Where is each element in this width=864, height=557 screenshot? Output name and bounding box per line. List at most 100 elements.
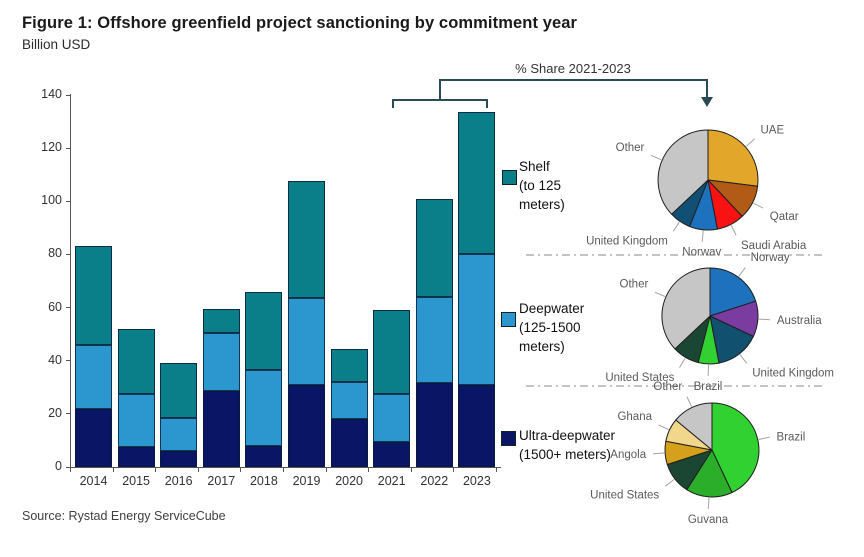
source-text: Source: Rystad Energy ServiceCube (22, 509, 226, 523)
pie3-leader-brazil (758, 436, 770, 440)
pie3-leader-united-states (665, 479, 675, 487)
pie2-label-united-kingdom: United Kingdom (752, 368, 834, 380)
bar-2015-ultra (117, 447, 155, 467)
legend-deepwater: Deepwater (125-1500 meters) (519, 299, 584, 356)
figure-title: Figure 1: Offshore greenfield project sa… (22, 14, 578, 32)
pie1-label-saudi-arabia: Saudi Arabia (741, 240, 807, 252)
x-tick-10 (496, 468, 497, 472)
pie1-slice-other (657, 129, 709, 215)
bar-2019-shelf (288, 181, 325, 299)
pie1-slice-uae (707, 129, 759, 187)
bar-2022-deepwater (415, 296, 453, 384)
y-tick-40 (66, 360, 70, 362)
x-tick-8 (410, 468, 412, 472)
pie2-leader-norway (738, 267, 746, 277)
legend-deepwater-line3: meters) (519, 339, 565, 354)
pie2-leader-united-states (679, 357, 686, 368)
bar-2014-deepwater (75, 344, 112, 409)
pie2-label-norway: Norway (751, 252, 790, 264)
pie1-label-other: Other (616, 142, 645, 154)
pie1-leader-united-kingdom (672, 221, 680, 232)
x-category-label-2018: 2018 (249, 474, 278, 488)
x-category-label-2020: 2020 (335, 474, 363, 488)
y-tick-label-20: 20 (48, 405, 62, 420)
pie1-leader-saudi-arabia (730, 225, 737, 236)
legend-shelf-line1: Shelf (519, 159, 550, 174)
pie2-label-australia: Australia (777, 315, 822, 327)
y-tick-120 (66, 147, 70, 149)
pie3-slice-brazil (711, 402, 760, 493)
share-header-label: % Share 2021-2023 (515, 61, 631, 76)
legend-shelf-swatch (502, 170, 517, 185)
x-tick-9 (453, 468, 455, 472)
pie2-leader-united-kingdom (739, 354, 748, 364)
pie3-label-other: Other (653, 381, 682, 393)
bar-2022-shelf (415, 198, 453, 297)
x-category-label-2022: 2022 (420, 474, 449, 488)
pie1-label-united-kingdom: United Kingdom (586, 236, 668, 248)
pie3-slice-guvana (686, 449, 733, 498)
y-axis-line (70, 94, 71, 468)
y-tick-label-60: 60 (48, 299, 62, 314)
pie2-label-brazil: Brazil (694, 381, 723, 393)
pie3-label-angola: Angola (610, 449, 646, 461)
pie1-leader-norwav (701, 230, 704, 242)
bar-2015-shelf (117, 328, 155, 394)
y-tick-100 (66, 200, 70, 202)
pie2-slice-norway (709, 267, 757, 317)
pie3-label-united-states: United States (590, 490, 659, 502)
legend-deepwater-line1: Deepwater (519, 301, 585, 316)
x-category-label-2023: 2023 (462, 474, 491, 488)
bar-2015-deepwater (117, 393, 155, 448)
bar-2014-ultra (75, 408, 112, 467)
y-tick-label-120: 120 (41, 140, 62, 155)
pie2-label-united-states: United States (605, 372, 674, 384)
pie2-label-other: Other (620, 279, 649, 291)
x-tick-2 (155, 468, 157, 472)
bar-2020-deepwater (330, 381, 368, 420)
x-axis-line (70, 467, 501, 468)
pie1-label-norwav: Norwav (682, 247, 721, 259)
legend-deepwater-swatch (501, 312, 516, 327)
x-category-label-2015: 2015 (122, 474, 150, 488)
pie-deepwater-share: Norway Australia United Kingdom Brazil Unite… (605, 252, 834, 393)
share-arrow-head-icon (701, 97, 713, 107)
pie3-slice-other (675, 402, 713, 451)
y-tick-label-40: 40 (48, 352, 62, 367)
pie-ultra-deepwater-share: Brazil Guvana United States Angola Ghana Othe… (590, 381, 805, 526)
legend-ultra-line1: Ultra-deepwater (519, 428, 616, 443)
bar-2018-shelf (245, 291, 283, 370)
x-tick-3 (197, 468, 199, 472)
share-arrow-line (439, 79, 708, 100)
x-tick-0 (70, 468, 71, 472)
pie3-label-guvana: Guvana (688, 514, 729, 526)
bar-2016-ultra (160, 451, 198, 467)
bar-2017-ultra (202, 391, 240, 467)
y-tick-label-80: 80 (48, 246, 62, 261)
pie1-leader-qatar (753, 202, 764, 209)
pie1-leader-other (650, 154, 662, 161)
bar-2020-shelf (330, 348, 368, 382)
bar-2019-deepwater (288, 298, 325, 385)
y-tick-20 (66, 413, 70, 415)
x-category-label-2014: 2014 (79, 474, 108, 488)
y-tick-label-0: 0 (55, 459, 62, 473)
bracket-2021-2023 (392, 99, 488, 108)
x-tick-1 (112, 468, 114, 472)
bar-2023-shelf (458, 112, 496, 255)
y-tick-60 (66, 307, 70, 309)
legend-deepwater-line2: (125-1500 (519, 320, 581, 335)
pie3-leader-ghana (658, 424, 669, 431)
pie1-leader-uae (745, 138, 755, 147)
pie3-leader-angola (653, 452, 665, 455)
x-category-label-2017: 2017 (207, 474, 236, 488)
pie2-slice-other (661, 267, 711, 350)
x-tick-4 (240, 468, 242, 472)
y-tick-label-140: 140 (41, 87, 62, 101)
x-category-label-2016: 2016 (164, 474, 193, 488)
bar-2022-ultra (415, 383, 453, 467)
x-tick-5 (283, 468, 284, 472)
y-tick-140 (66, 94, 70, 96)
